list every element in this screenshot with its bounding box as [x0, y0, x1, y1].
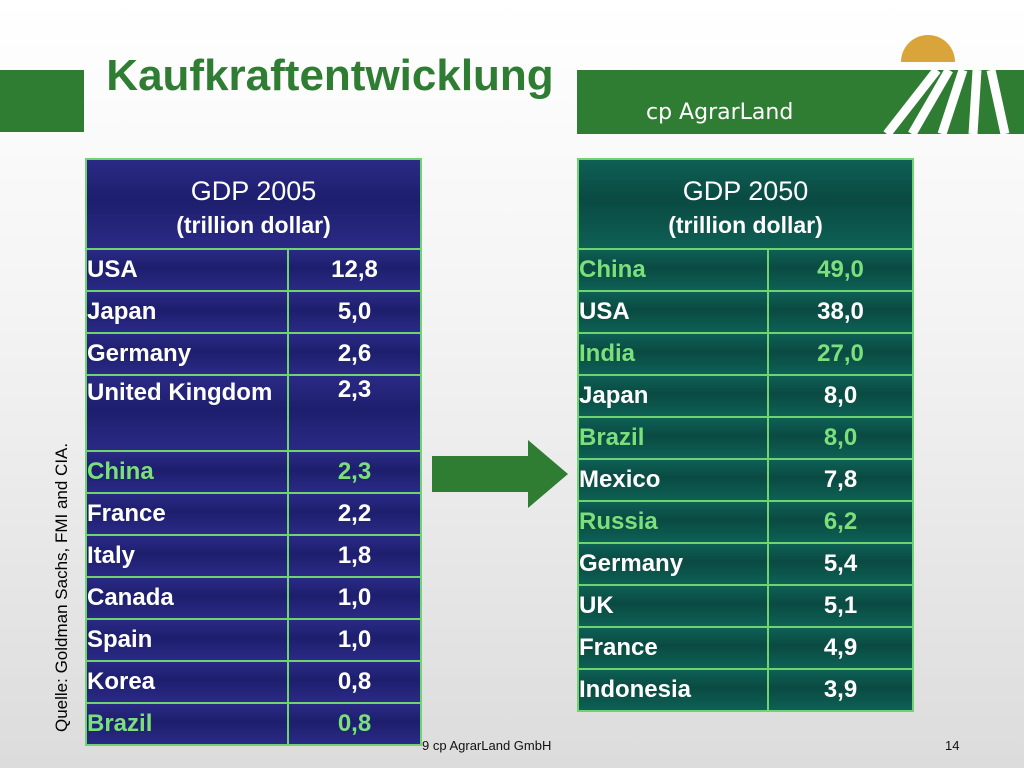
field-rows-icon — [883, 70, 1010, 134]
value-cell: 0,8 — [287, 660, 422, 704]
footer-text: 9 cp AgrarLand GmbH — [422, 738, 552, 753]
table-row: USA 38,0 — [577, 290, 914, 334]
header-band-left — [0, 70, 84, 132]
country-cell: Canada — [85, 576, 289, 620]
country-cell: Spain — [85, 618, 289, 662]
value-cell: 8,0 — [767, 416, 914, 460]
value-cell: 3,9 — [767, 668, 914, 712]
value-cell: 6,2 — [767, 500, 914, 544]
country-cell: USA — [577, 290, 769, 334]
country-cell: Germany — [85, 332, 289, 376]
table-row: Indonesia 3,9 — [577, 668, 914, 712]
page-number: 14 — [945, 738, 960, 753]
table-row: Canada 1,0 — [85, 576, 422, 620]
table-heading: GDP 2050 — [682, 176, 809, 206]
value-cell: 1,0 — [287, 576, 422, 620]
table-subheading: (trillion dollar) — [668, 212, 823, 238]
table-subheading: (trillion dollar) — [176, 212, 331, 238]
country-cell: India — [577, 332, 769, 376]
value-cell: 27,0 — [767, 332, 914, 376]
value-cell: 8,0 — [767, 374, 914, 418]
country-cell: Brazil — [577, 416, 769, 460]
value-cell: 38,0 — [767, 290, 914, 334]
table-row: France 2,2 — [85, 492, 422, 536]
value-cell: 1,8 — [287, 534, 422, 578]
country-cell: Japan — [577, 374, 769, 418]
country-cell: France — [577, 626, 769, 670]
country-cell: France — [85, 492, 289, 536]
table-row: China 49,0 — [577, 248, 914, 292]
value-cell: 1,0 — [287, 618, 422, 662]
table-row: United Kingdom 2,3 — [85, 374, 422, 452]
country-cell: UK — [577, 584, 769, 628]
country-cell: Korea — [85, 660, 289, 704]
table-row: Spain 1,0 — [85, 618, 422, 662]
country-cell: Italy — [85, 534, 289, 578]
country-cell: United Kingdom — [85, 374, 289, 452]
country-cell: Germany — [577, 542, 769, 586]
gdp-2005-table: GDP 2005 (trillion dollar) USA 12,8 Japan… — [85, 158, 422, 746]
value-cell: 7,8 — [767, 458, 914, 502]
country-cell: Japan — [85, 290, 289, 334]
value-cell: 49,0 — [767, 248, 914, 292]
table-heading: GDP 2005 — [190, 176, 317, 206]
country-cell: China — [577, 248, 769, 292]
country-cell: Indonesia — [577, 668, 769, 712]
gdp-2050-table: GDP 2050 (trillion dollar) China 49,0 USA… — [577, 158, 914, 712]
country-cell: Mexico — [577, 458, 769, 502]
table-row: China 2,3 — [85, 450, 422, 494]
table-row: Mexico 7,8 — [577, 458, 914, 502]
table-row: Japan 5,0 — [85, 290, 422, 334]
table-row: Italy 1,8 — [85, 534, 422, 578]
value-cell: 2,6 — [287, 332, 422, 376]
country-cell: Russia — [577, 500, 769, 544]
value-cell: 5,0 — [287, 290, 422, 334]
value-cell: 12,8 — [287, 248, 422, 292]
sun-icon — [901, 35, 955, 62]
table-header: GDP 2050 (trillion dollar) — [577, 158, 914, 250]
value-cell: 2,3 — [287, 374, 422, 452]
value-cell: 2,2 — [287, 492, 422, 536]
value-cell: 5,1 — [767, 584, 914, 628]
page-title: Kaufkraftentwicklung — [106, 51, 554, 100]
table-row: UK 5,1 — [577, 584, 914, 628]
logo-text: cp AgrarLand — [646, 100, 794, 125]
source-note: Quelle: Goldman Sachs, FMI and CIA. — [52, 442, 71, 732]
table-row: Japan 8,0 — [577, 374, 914, 418]
value-cell: 5,4 — [767, 542, 914, 586]
country-cell: USA — [85, 248, 289, 292]
table-row: USA 12,8 — [85, 248, 422, 292]
logo-banner: cp AgrarLand — [577, 70, 1024, 134]
table-row: Brazil 0,8 — [85, 702, 422, 746]
country-cell: China — [85, 450, 289, 494]
table-header: GDP 2005 (trillion dollar) — [85, 158, 422, 250]
value-cell: 2,3 — [287, 450, 422, 494]
arrow-right-icon — [432, 440, 568, 508]
table-row: India 27,0 — [577, 332, 914, 376]
value-cell: 0,8 — [287, 702, 422, 746]
table-row: Korea 0,8 — [85, 660, 422, 704]
country-cell: Brazil — [85, 702, 289, 746]
table-row: Germany 5,4 — [577, 542, 914, 586]
table-row: Russia 6,2 — [577, 500, 914, 544]
table-row: Brazil 8,0 — [577, 416, 914, 460]
table-row: Germany 2,6 — [85, 332, 422, 376]
value-cell: 4,9 — [767, 626, 914, 670]
table-row: France 4,9 — [577, 626, 914, 670]
